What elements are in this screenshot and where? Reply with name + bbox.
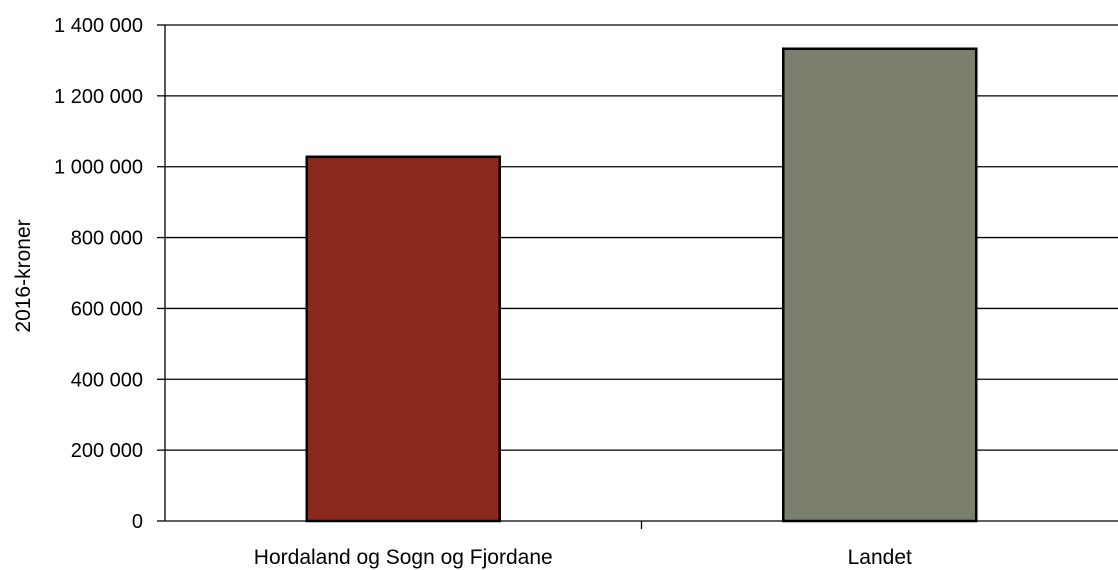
y-tick-label: 400 000 [71,369,143,391]
y-tick-label: 200 000 [71,440,143,462]
y-tick-label: 0 [132,511,143,533]
x-category-label: Hordaland og Sogn og Fjordane [254,546,553,569]
y-tick-label: 800 000 [71,228,143,250]
y-tick-label: 1 200 000 [54,86,143,108]
y-tick-label: 1 000 000 [54,157,143,179]
bar [305,155,501,523]
axes [157,24,1118,529]
bar [782,47,978,523]
y-tick-labels: 0 200 000 400 000 600 000 800 000 1 000 000 1 … [54,15,143,533]
x-category-label: Landet [848,546,912,569]
y-tick-label: 600 000 [71,298,143,320]
y-axis-title: 2016-kroner [12,219,35,332]
x-category-labels: Hordaland og Sogn og Fjordane Landet [254,546,912,569]
y-tick-label: 1 400 000 [54,15,143,37]
